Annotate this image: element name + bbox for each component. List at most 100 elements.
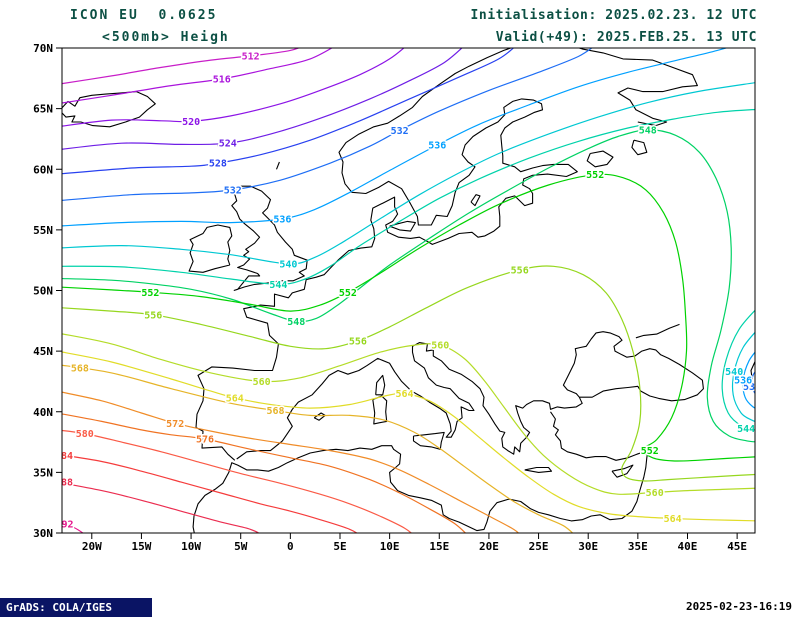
lat-tick-label: 45N [33, 345, 53, 358]
model-title: ICON EU 0.0625 [70, 8, 218, 23]
valid-time: Valid(+49): 2025.FEB.25. 13 UTC [495, 30, 757, 45]
lat-tick-label: 55N [33, 224, 53, 237]
tick-labels-layer: 70N 65N 60N 55N 50N 45N 40N 35N 30N 20W 15W 10W 5W 0 5… [33, 42, 747, 553]
lon-tick-label: 20E [479, 540, 499, 553]
coastline-lake-ladoga [586, 150, 614, 168]
contour-label-564: 564 [664, 514, 682, 525]
axis-ticks-layer [56, 47, 738, 539]
contour-label-540: 540 [725, 367, 743, 378]
contour-568 [62, 364, 574, 533]
lon-tick-label: 10E [380, 540, 400, 553]
contour-label-560: 560 [431, 341, 449, 352]
contour-564 [62, 351, 755, 522]
lon-tick-label: 5E [333, 540, 346, 553]
contour-label-516: 516 [213, 74, 231, 85]
contour-label-588: 88 [61, 478, 73, 489]
contour-576 [62, 413, 467, 533]
contour-588 [62, 482, 260, 533]
contour-label-584: 84 [61, 451, 73, 462]
contour-544-seg1 [62, 108, 755, 286]
contour-label-556: 556 [349, 336, 367, 347]
coastline-great-britain [231, 185, 308, 292]
contour-label-548: 548 [287, 317, 305, 328]
contour-label-552: 552 [339, 288, 357, 299]
contour-556 [62, 265, 755, 482]
lon-tick-label: 30E [578, 540, 598, 553]
contour-label-532: 532 [391, 126, 409, 137]
contour-532-seg1 [62, 48, 593, 201]
contour-580 [62, 429, 413, 533]
contour-540-seg2 [731, 331, 755, 423]
contour-520 [62, 48, 405, 127]
lon-tick-label: 15E [429, 540, 449, 553]
coastline-ireland [188, 224, 233, 273]
coastline-kola-white-sea [577, 48, 698, 127]
contour-label-540: 540 [279, 259, 297, 270]
contour-label-536: 536 [273, 215, 291, 226]
coastline-shetland [275, 161, 280, 170]
coastline-north-africa-levant [192, 411, 649, 533]
coastline-sardinia [372, 395, 388, 425]
contour-540-seg1 [62, 82, 755, 265]
contour-label-520: 520 [182, 117, 200, 128]
contours-layer [62, 48, 755, 533]
contour-528 [62, 48, 515, 175]
coastline-sicily [412, 431, 445, 450]
contour-label-512: 512 [242, 51, 260, 62]
lat-tick-label: 60N [33, 163, 53, 176]
coastline-corsica [375, 374, 386, 396]
contour-label-552: 552 [141, 288, 159, 299]
coastline-mallorca [313, 412, 326, 421]
coastline-gotland [470, 194, 481, 207]
lon-tick-label: 20W [82, 540, 102, 553]
contour-512 [62, 48, 301, 85]
lon-tick-label: 35E [628, 540, 648, 553]
contour-label-580: 580 [76, 429, 94, 440]
coastlines-layer [62, 48, 755, 533]
contour-label-548: 548 [639, 125, 657, 136]
contour-548 [62, 129, 755, 443]
lon-tick-label: 45E [727, 540, 747, 553]
lon-tick-label: 0 [287, 540, 294, 553]
coastline-zealand [389, 220, 416, 232]
lon-tick-label: 15W [131, 540, 151, 553]
coastline-mediterranean-black-sea [236, 331, 704, 460]
contour-label-544: 544 [269, 280, 287, 291]
coastline-lake-onega [631, 139, 648, 156]
contour-572 [62, 391, 520, 533]
contour-552 [62, 173, 755, 462]
contour-label-544: 544 [737, 424, 755, 435]
lon-tick-label: 40E [678, 540, 698, 553]
contour-label-564: 564 [395, 389, 413, 400]
lat-tick-label: 50N [33, 285, 53, 298]
lat-tick-label: 65N [33, 103, 53, 116]
contour-label-536: 536 [428, 141, 446, 152]
contour-label-556: 556 [511, 265, 529, 276]
contour-label-560: 560 [253, 377, 271, 388]
contour-label-568: 568 [71, 364, 89, 375]
contour-584 [62, 454, 358, 533]
contour-label-524: 524 [219, 139, 237, 150]
contour-label-552: 552 [586, 170, 604, 181]
lon-tick-label: 10W [181, 540, 201, 553]
contour-label-560: 560 [646, 488, 664, 499]
coastline-iceland [62, 91, 156, 128]
lat-tick-label: 40N [33, 406, 53, 419]
contour-label-568: 568 [266, 406, 284, 417]
contour-536-seg2 [742, 351, 755, 409]
contour-label-564: 564 [226, 393, 244, 404]
contour-524 [62, 48, 463, 150]
lat-tick-label: 35N [33, 466, 53, 479]
field-title: <500mb> Heigh [102, 30, 230, 45]
contour-516 [62, 48, 333, 104]
lon-tick-label: 25E [529, 540, 549, 553]
contour-label-556: 556 [144, 310, 162, 321]
contour-label-532: 532 [743, 382, 761, 393]
grads-stamp: GrADS: COLA/IGES [0, 598, 152, 617]
coastline-sea-of-azov [635, 323, 680, 339]
contour-592 [62, 523, 84, 533]
contour-544-seg2 [721, 309, 755, 432]
contour-label-528: 528 [209, 159, 227, 170]
